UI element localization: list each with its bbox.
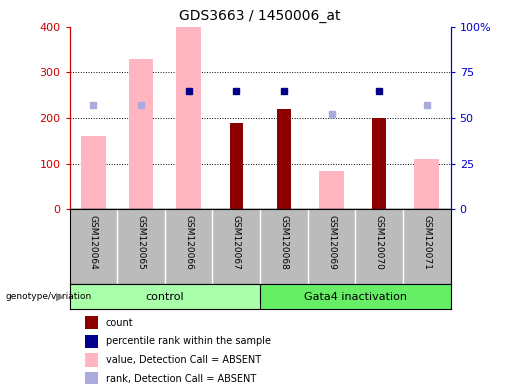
Text: genotype/variation: genotype/variation [5, 292, 91, 301]
Bar [277, 109, 290, 209]
Bar [260, 284, 451, 309]
Text: GSM120068: GSM120068 [280, 215, 288, 270]
Bar [415, 159, 439, 209]
Bar [70, 284, 260, 309]
Text: GSM120069: GSM120069 [327, 215, 336, 270]
Text: GSM120067: GSM120067 [232, 215, 241, 270]
Text: GSM120065: GSM120065 [136, 215, 145, 270]
Bar [85, 334, 98, 348]
Text: percentile rank within the sample: percentile rank within the sample [106, 336, 271, 346]
Bar [85, 353, 98, 367]
Text: GSM120070: GSM120070 [375, 215, 384, 270]
Text: GSM120071: GSM120071 [422, 215, 431, 270]
Bar [81, 136, 106, 209]
Text: rank, Detection Call = ABSENT: rank, Detection Call = ABSENT [106, 374, 256, 384]
Text: GSM120064: GSM120064 [89, 215, 98, 270]
Text: ▶: ▶ [56, 291, 64, 302]
Bar [129, 59, 153, 209]
Bar [372, 118, 386, 209]
Text: control: control [146, 291, 184, 302]
Bar [319, 170, 344, 209]
Text: count: count [106, 318, 133, 328]
Title: GDS3663 / 1450006_at: GDS3663 / 1450006_at [179, 9, 341, 23]
Bar [230, 122, 243, 209]
Text: Gata4 inactivation: Gata4 inactivation [304, 291, 407, 302]
Bar [85, 316, 98, 329]
Text: value, Detection Call = ABSENT: value, Detection Call = ABSENT [106, 355, 261, 365]
Bar [85, 372, 98, 384]
Text: GSM120066: GSM120066 [184, 215, 193, 270]
Bar [176, 27, 201, 209]
